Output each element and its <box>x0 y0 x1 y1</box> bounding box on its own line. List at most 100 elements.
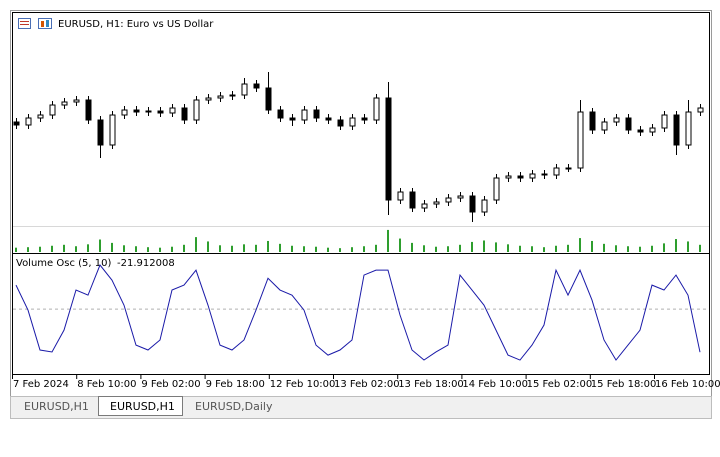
candle-body <box>217 95 224 99</box>
icon <box>41 21 44 27</box>
x-tick-label: 16 Feb 10:00 <box>655 379 720 390</box>
candle-body <box>169 107 176 114</box>
volume-bar <box>99 239 101 252</box>
volume-bar <box>603 243 605 252</box>
candle-body <box>553 167 560 176</box>
volume-bar <box>147 247 149 252</box>
indicator-value: -21.912008 <box>117 258 175 269</box>
candle-body <box>661 114 668 129</box>
candle-body <box>361 117 368 121</box>
x-tick-label: 15 Feb 02:00 <box>527 379 593 390</box>
candle-body <box>133 109 140 113</box>
candle-body <box>37 114 44 119</box>
volume-bar <box>27 247 29 252</box>
candle-body <box>541 173 548 176</box>
volume-bar <box>159 247 161 252</box>
tab-label[interactable]: EURUSD,Daily <box>195 400 273 413</box>
volume-bar <box>687 241 689 252</box>
tab-active[interactable] <box>98 396 183 416</box>
candle-body <box>85 99 92 121</box>
volume-bar <box>51 245 53 252</box>
candle-body <box>157 110 164 114</box>
x-tick-label: 12 Feb 10:00 <box>270 379 336 390</box>
volume-bar <box>183 244 185 252</box>
volume-bar <box>579 238 581 252</box>
volume-bar <box>15 247 17 252</box>
volume-bar <box>267 240 269 252</box>
candle-body <box>325 117 332 121</box>
candle-body <box>505 175 512 179</box>
candle-body <box>13 121 20 126</box>
volume-bar <box>519 245 521 252</box>
candle-body <box>637 129 644 133</box>
volume-bar <box>231 245 233 252</box>
volume-bar <box>171 246 173 252</box>
volume-bar <box>615 245 617 252</box>
candle-body <box>49 104 56 116</box>
volume-bar <box>663 243 665 252</box>
candle-body <box>229 94 236 97</box>
candle-body <box>529 173 536 179</box>
volume-bar <box>555 245 557 252</box>
volume-bar <box>123 245 125 252</box>
candle-body <box>481 199 488 213</box>
candle-body <box>349 117 356 127</box>
window-title: EURUSD, H1: Euro vs US Dollar <box>58 19 214 30</box>
candle-body <box>613 117 620 123</box>
x-tick-label: 9 Feb 02:00 <box>141 379 200 390</box>
volume-bar <box>303 246 305 252</box>
x-tick-label: 13 Feb 18:00 <box>398 379 464 390</box>
candle-body <box>649 127 656 133</box>
candle-body <box>625 117 632 131</box>
candle-body <box>313 109 320 119</box>
volume-bar <box>423 245 425 252</box>
candle-body <box>337 119 344 127</box>
tab-label[interactable]: EURUSD,H1 <box>24 400 89 413</box>
candle-body <box>421 203 428 209</box>
candle-body <box>25 117 32 126</box>
volume-bar <box>627 246 629 252</box>
volume-bar <box>591 240 593 252</box>
candle-body <box>277 109 284 119</box>
volume-bar <box>639 246 641 252</box>
candle-body <box>445 197 452 203</box>
candle-body <box>601 121 608 131</box>
icon <box>18 18 31 29</box>
volume-bar <box>543 247 545 252</box>
volume-bar <box>699 244 701 252</box>
candle-body <box>265 87 272 111</box>
volume-bar <box>255 244 257 252</box>
oscillator-line <box>15 264 701 361</box>
candle-body <box>577 111 584 169</box>
candle-body <box>301 109 308 121</box>
volume-bar <box>459 244 461 252</box>
x-tick-label: 13 Feb 02:00 <box>334 379 400 390</box>
x-tick-label: 9 Feb 18:00 <box>206 379 265 390</box>
volume-bar <box>567 244 569 252</box>
volume-bar <box>399 238 401 252</box>
volume-bar <box>471 241 473 252</box>
chart-icons <box>18 18 52 29</box>
x-tick-label: 14 Feb 10:00 <box>462 379 528 390</box>
candle-body <box>517 175 524 179</box>
volume-bar <box>219 245 221 252</box>
volume-bar <box>351 247 353 252</box>
candle-body <box>433 201 440 205</box>
candle-body <box>97 119 104 146</box>
candle-body <box>457 195 464 199</box>
indicator-title: Volume Osc (5, 10) <box>16 258 111 269</box>
candle-body <box>565 167 572 170</box>
candle-body <box>589 111 596 131</box>
tab-label[interactable]: EURUSD,H1 <box>110 400 175 413</box>
candle-body <box>673 114 680 146</box>
volume-bar <box>531 246 533 252</box>
volume-bar <box>411 242 413 252</box>
x-tick-label: 7 Feb 2024 <box>13 379 69 390</box>
volume-bar <box>135 246 137 252</box>
window-frame <box>10 10 712 419</box>
candle-body <box>397 191 404 201</box>
candle-body <box>241 83 248 96</box>
volume-bar <box>363 246 365 252</box>
volume-bar <box>339 248 341 252</box>
